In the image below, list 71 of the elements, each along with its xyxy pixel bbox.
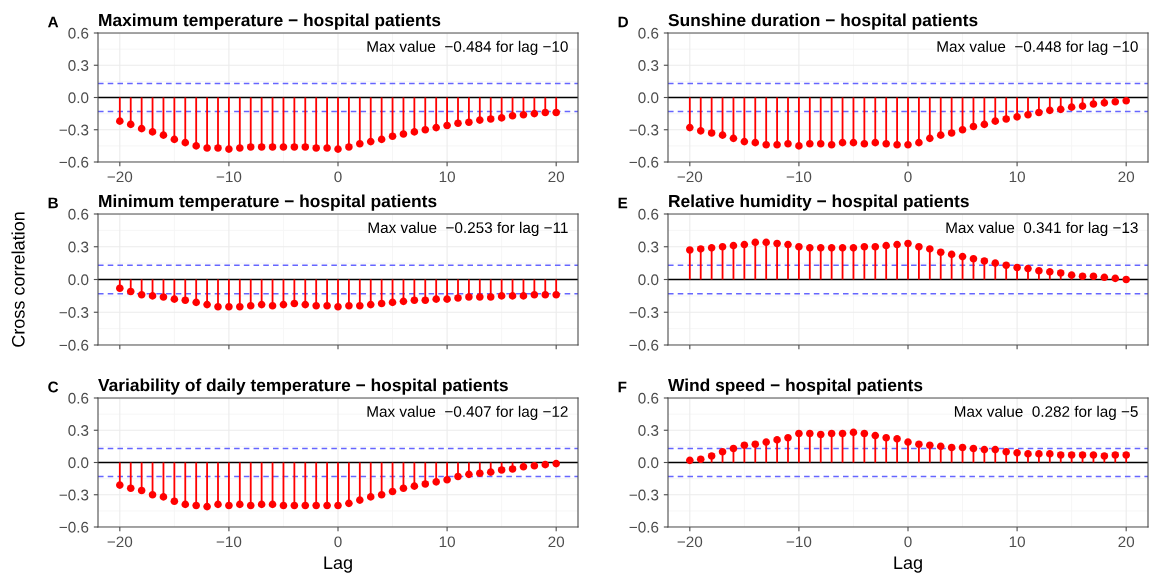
chart-title: Maximum temperature − hospital patients bbox=[99, 13, 441, 30]
y-tick-label: 0.6 bbox=[68, 208, 89, 220]
annotation: Max value 0.341 for lag −13 bbox=[946, 221, 1138, 237]
y-tick-label: 0.0 bbox=[638, 457, 659, 469]
y-tick-label: −0.6 bbox=[59, 521, 89, 533]
text: A bbox=[47, 16, 59, 28]
y-tick-label: −0.6 bbox=[59, 339, 89, 351]
y-tick-label: 0.0 bbox=[68, 274, 89, 286]
y-tick-label: 0.0 bbox=[68, 457, 89, 469]
text: C bbox=[48, 381, 59, 393]
annotation: Max value 0.282 for lag −5 bbox=[954, 405, 1138, 420]
x-tick-label: −20 bbox=[107, 536, 133, 548]
chart-title: Sunshine duration − hospital patients bbox=[668, 13, 978, 30]
y-tick-label: −0.3 bbox=[59, 124, 89, 136]
y-tick-label: 0.0 bbox=[68, 92, 89, 104]
x-tick-label: 0 bbox=[334, 536, 342, 548]
x-tick-label: −10 bbox=[786, 536, 812, 548]
y-tick-label: 0.6 bbox=[638, 27, 659, 39]
x-tick-label: 0 bbox=[334, 171, 342, 183]
chart-title: Wind speed − hospital patients bbox=[668, 378, 923, 395]
text: E bbox=[618, 197, 628, 209]
x-tick-label: 10 bbox=[439, 536, 455, 548]
x-tick-label: −10 bbox=[786, 171, 812, 183]
x-tick-label: −20 bbox=[677, 171, 703, 183]
y-tick-label: 0.3 bbox=[68, 425, 89, 436]
x-tick-label: 20 bbox=[1118, 171, 1135, 183]
chart-title: Variability of daily temperature − hospital patients bbox=[98, 378, 508, 395]
annotation: Max value −0.448 for lag −10 bbox=[937, 40, 1138, 55]
y-tick-label: 0.6 bbox=[68, 27, 89, 39]
annotation: Max value −0.253 for lag −11 bbox=[368, 221, 568, 237]
y-tick-label: 0.0 bbox=[638, 92, 659, 104]
y-tick-label: −0.6 bbox=[629, 156, 659, 168]
y-tick-label: 0.3 bbox=[68, 60, 89, 71]
text: B bbox=[48, 197, 58, 209]
annotation: Max value −0.407 for lag −12 bbox=[367, 405, 568, 420]
text: F bbox=[618, 381, 627, 393]
y-tick-label: −0.6 bbox=[629, 339, 659, 351]
y-tick-label: 0.3 bbox=[638, 241, 659, 253]
y-tick-label: 0.0 bbox=[638, 274, 659, 286]
x-tick-label: 20 bbox=[1118, 536, 1135, 548]
annotation: Max value −0.484 for lag −10 bbox=[367, 40, 568, 55]
x-tick-label: −10 bbox=[216, 536, 242, 548]
x-tick-label: −10 bbox=[216, 171, 242, 183]
y-tick-label: −0.6 bbox=[629, 521, 659, 533]
chart-title: Minimum temperature − hospital patients bbox=[99, 194, 437, 211]
y-tick-label: −0.3 bbox=[59, 489, 89, 501]
x-tick-label: −20 bbox=[677, 536, 703, 548]
y-tick-label: −0.3 bbox=[629, 307, 659, 318]
x-axis-title: Lag bbox=[324, 556, 352, 573]
chart-title: Relative humidity − hospital patients bbox=[669, 194, 969, 211]
x-tick-label: 10 bbox=[1009, 536, 1025, 548]
x-tick-label: 20 bbox=[548, 536, 565, 548]
y-axis-title: Cross correlation bbox=[11, 212, 25, 347]
x-axis-title: Lag bbox=[894, 556, 922, 573]
x-tick-label: 20 bbox=[548, 171, 565, 183]
y-tick-label: 0.3 bbox=[638, 60, 659, 71]
y-tick-label: 0.6 bbox=[638, 392, 659, 404]
x-tick-label: 10 bbox=[439, 171, 455, 183]
y-tick-label: 0.6 bbox=[638, 208, 659, 220]
x-tick-label: 0 bbox=[904, 536, 912, 548]
y-tick-label: −0.3 bbox=[59, 307, 89, 318]
x-tick-label: −20 bbox=[107, 171, 133, 183]
y-tick-label: 0.3 bbox=[68, 241, 89, 253]
y-tick-label: −0.3 bbox=[629, 124, 659, 136]
y-tick-label: 0.3 bbox=[638, 425, 659, 436]
x-tick-label: 0 bbox=[904, 171, 912, 183]
x-tick-label: 10 bbox=[1009, 171, 1025, 183]
text: D bbox=[618, 16, 628, 28]
y-tick-label: −0.3 bbox=[629, 489, 659, 501]
y-tick-label: −0.6 bbox=[59, 156, 89, 168]
y-tick-label: 0.6 bbox=[68, 392, 89, 404]
